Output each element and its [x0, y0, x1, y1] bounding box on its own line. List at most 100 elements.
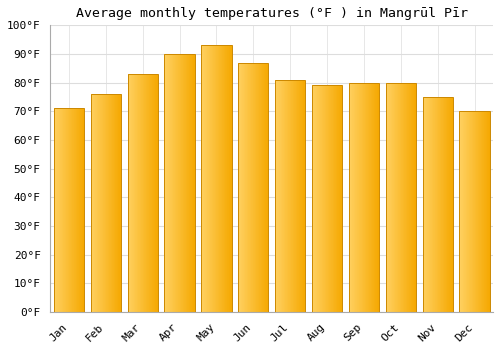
Bar: [140, 74, 141, 312]
Bar: [484, 111, 485, 312]
Bar: [79, 108, 80, 312]
Bar: [440, 97, 441, 312]
Bar: [151, 74, 152, 312]
Bar: [205, 46, 206, 312]
Bar: [244, 63, 245, 312]
Bar: [326, 85, 327, 312]
Bar: [362, 83, 364, 312]
Bar: [410, 83, 411, 312]
Bar: [171, 54, 172, 312]
Bar: [143, 74, 144, 312]
Bar: [238, 63, 268, 312]
Bar: [442, 97, 443, 312]
Bar: [488, 111, 489, 312]
Bar: [294, 80, 295, 312]
Bar: [482, 111, 483, 312]
Bar: [333, 85, 334, 312]
Bar: [170, 54, 171, 312]
Bar: [451, 97, 452, 312]
Bar: [142, 74, 143, 312]
Bar: [110, 94, 111, 312]
Bar: [83, 108, 84, 312]
Bar: [99, 94, 100, 312]
Title: Average monthly temperatures (°F ) in Mangrūl Pīr: Average monthly temperatures (°F ) in Ma…: [76, 7, 468, 20]
Bar: [112, 94, 113, 312]
Bar: [61, 108, 62, 312]
Bar: [395, 83, 396, 312]
Bar: [444, 97, 445, 312]
Bar: [400, 83, 401, 312]
Bar: [489, 111, 490, 312]
Bar: [102, 94, 104, 312]
Bar: [301, 80, 302, 312]
Bar: [219, 46, 220, 312]
Bar: [215, 46, 216, 312]
Bar: [332, 85, 333, 312]
Bar: [355, 83, 356, 312]
Bar: [118, 94, 119, 312]
Bar: [402, 83, 404, 312]
Bar: [63, 108, 64, 312]
Bar: [243, 63, 244, 312]
Bar: [406, 83, 407, 312]
Bar: [91, 94, 92, 312]
Bar: [111, 94, 112, 312]
Bar: [284, 80, 286, 312]
Bar: [185, 54, 186, 312]
Bar: [115, 94, 116, 312]
Bar: [183, 54, 184, 312]
Bar: [208, 46, 209, 312]
Bar: [317, 85, 318, 312]
Bar: [360, 83, 361, 312]
Bar: [179, 54, 180, 312]
Bar: [75, 108, 76, 312]
Bar: [265, 63, 266, 312]
Bar: [477, 111, 478, 312]
Bar: [262, 63, 263, 312]
Bar: [67, 108, 68, 312]
Bar: [280, 80, 281, 312]
Bar: [423, 97, 424, 312]
Bar: [392, 83, 393, 312]
Bar: [187, 54, 188, 312]
Bar: [238, 63, 239, 312]
Bar: [78, 108, 79, 312]
Bar: [359, 83, 360, 312]
Bar: [354, 83, 355, 312]
Bar: [167, 54, 168, 312]
Bar: [313, 85, 314, 312]
Bar: [92, 94, 93, 312]
Bar: [224, 46, 225, 312]
Bar: [276, 80, 277, 312]
Bar: [372, 83, 373, 312]
Bar: [56, 108, 57, 312]
Bar: [164, 54, 165, 312]
Bar: [422, 97, 453, 312]
Bar: [95, 94, 96, 312]
Bar: [369, 83, 370, 312]
Bar: [427, 97, 428, 312]
Bar: [101, 94, 102, 312]
Bar: [216, 46, 217, 312]
Bar: [70, 108, 72, 312]
Bar: [81, 108, 82, 312]
Bar: [166, 54, 167, 312]
Bar: [82, 108, 83, 312]
Bar: [412, 83, 413, 312]
Bar: [436, 97, 437, 312]
Bar: [245, 63, 246, 312]
Bar: [460, 111, 462, 312]
Bar: [466, 111, 468, 312]
Bar: [315, 85, 316, 312]
Bar: [361, 83, 362, 312]
Bar: [73, 108, 74, 312]
Bar: [438, 97, 439, 312]
Bar: [134, 74, 135, 312]
Bar: [192, 54, 193, 312]
Bar: [58, 108, 59, 312]
Bar: [177, 54, 178, 312]
Bar: [228, 46, 229, 312]
Bar: [469, 111, 470, 312]
Bar: [153, 74, 154, 312]
Bar: [168, 54, 169, 312]
